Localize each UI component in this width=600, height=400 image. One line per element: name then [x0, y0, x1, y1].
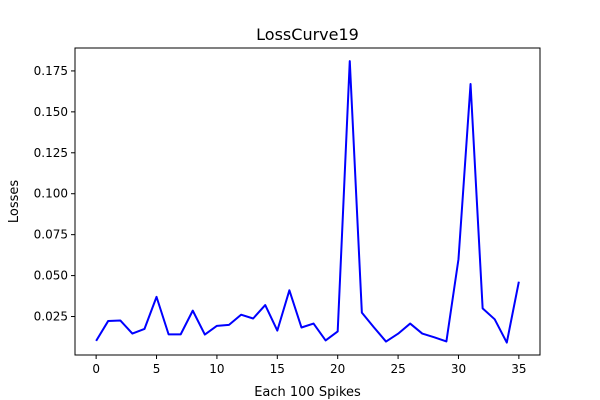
x-tick-label: 0 — [92, 362, 100, 376]
x-tick-label: 30 — [451, 362, 466, 376]
x-axis-label: Each 100 Spikes — [254, 385, 361, 400]
chart-title: LossCurve19 — [256, 25, 359, 44]
y-tick-label: 0.075 — [34, 228, 68, 242]
x-axis-ticks: 0 5 10 15 20 25 30 35 — [92, 355, 527, 376]
y-tick-label: 0.025 — [34, 310, 68, 324]
y-axis-label: Losses — [7, 180, 22, 224]
y-tick-label: 0.175 — [34, 64, 68, 78]
y-axis-ticks: 0.025 0.050 0.075 0.100 0.125 0.150 0.175 — [34, 64, 75, 324]
x-tick-label: 25 — [390, 362, 405, 376]
y-tick-label: 0.125 — [34, 146, 68, 160]
x-tick-label: 10 — [209, 362, 224, 376]
x-tick-label: 5 — [153, 362, 161, 376]
x-tick-label: 35 — [511, 362, 526, 376]
y-tick-label: 0.050 — [34, 269, 68, 283]
plot-area — [95, 60, 520, 344]
x-tick-label: 20 — [330, 362, 345, 376]
plot-frame — [74, 47, 541, 356]
x-tick-label: 15 — [270, 362, 285, 376]
y-tick-label: 0.100 — [34, 187, 68, 201]
loss-series-line — [95, 60, 520, 344]
y-tick-label: 0.150 — [34, 105, 68, 119]
